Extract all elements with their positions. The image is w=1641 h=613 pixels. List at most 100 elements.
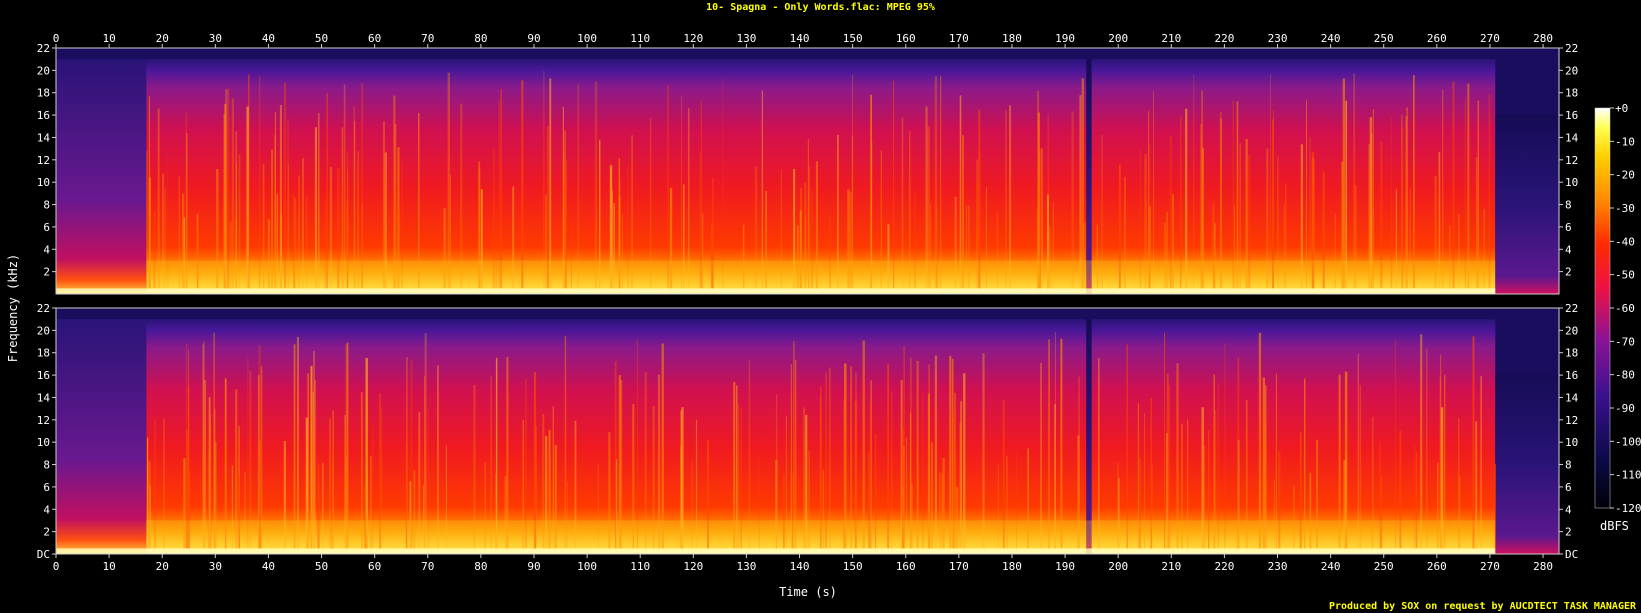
- ch1-transient-streak: [936, 206, 938, 289]
- ch1-transient-streak: [1467, 83, 1470, 289]
- ch1-transient-streak: [543, 70, 545, 289]
- x-tick-bottom-label: 250: [1374, 560, 1394, 573]
- ch2-transient-streak: [1372, 416, 1374, 549]
- colorbar-tick-label: -90: [1615, 402, 1635, 415]
- ch1-transient-streak: [341, 127, 344, 289]
- ch1-transient-streak: [223, 113, 226, 289]
- ch1-transient-streak: [925, 106, 928, 289]
- ch1-transient-streak: [1452, 81, 1455, 289]
- ch1-transient-streak: [162, 173, 165, 289]
- ch1-transient-streak: [765, 190, 767, 289]
- ch1-transient-streak: [236, 164, 237, 289]
- y-tick-right-label: 8: [1565, 459, 1572, 472]
- ch1-transient-streak: [1047, 115, 1049, 289]
- ch1-transient-streak: [1039, 148, 1041, 289]
- ch2-transient-streak: [554, 445, 557, 549]
- ch1-transient-streak: [799, 210, 802, 289]
- ch1-transient-streak: [829, 214, 831, 289]
- ch2-transient-streak: [805, 415, 808, 549]
- ch1-transient-streak: [284, 82, 286, 289]
- ch2-music-region-b: [1091, 319, 1496, 554]
- ch1-transient-streak: [1036, 209, 1039, 289]
- colorbar-tick-label: -110: [1615, 469, 1641, 482]
- ch2-intro-region: [56, 319, 147, 554]
- ch1-transient-streak: [178, 176, 180, 289]
- ch1-transient-streak: [1180, 116, 1182, 289]
- ch1-transient-streak: [329, 166, 333, 289]
- y-tick-left-label: DC: [37, 548, 50, 561]
- ch2-transient-streak: [409, 481, 412, 549]
- ch1-transient-streak: [1172, 194, 1174, 289]
- ch1-transient-streak: [343, 84, 346, 289]
- ch2-transient-streak: [903, 445, 905, 549]
- ch2-transient-streak: [345, 344, 348, 549]
- ch2-transient-streak: [791, 474, 793, 549]
- ch1-transient-streak: [353, 105, 355, 289]
- ch1-transient-streak: [811, 189, 814, 289]
- ch1-transient-streak: [565, 159, 567, 289]
- ch2-transient-streak: [901, 428, 904, 549]
- ch2-transient-streak: [737, 403, 740, 549]
- ch1-transient-streak: [754, 166, 758, 289]
- x-tick-top-label: 180: [1002, 32, 1022, 45]
- ch1-transient-streak: [1232, 100, 1234, 289]
- ch2-tail-region: [1495, 375, 1559, 554]
- ch2-transient-streak: [437, 365, 439, 549]
- y-tick-left-label: 18: [37, 87, 50, 100]
- x-tick-bottom-label: 190: [1055, 560, 1075, 573]
- ch1-transient-streak: [722, 77, 724, 289]
- x-tick-top-label: 260: [1427, 32, 1447, 45]
- ch2-transient-streak: [934, 355, 937, 549]
- ch1-transient-streak: [1380, 141, 1383, 289]
- x-tick-top-label: 0: [53, 32, 60, 45]
- x-tick-top-label: 60: [368, 32, 381, 45]
- x-tick-bottom-label: 130: [736, 560, 756, 573]
- ch2-transient-streak: [927, 393, 930, 549]
- ch1-transient-streak: [1266, 148, 1269, 289]
- ch1-transient-streak: [976, 159, 979, 289]
- ch1-transient-streak: [384, 152, 387, 289]
- ch2-transient-streak: [922, 392, 924, 549]
- ch1-transient-streak: [808, 166, 811, 289]
- ch2-transient-streak: [545, 436, 548, 549]
- ch2-transient-streak: [661, 343, 664, 549]
- ch1-transient-streak: [287, 119, 289, 289]
- ch2-transient-streak: [956, 486, 959, 549]
- ch1-transient-streak: [347, 152, 349, 289]
- ch2-transient-streak: [311, 367, 312, 549]
- ch2-transient-streak: [405, 442, 408, 549]
- ch1-music-region-b: [1091, 59, 1496, 294]
- ch1-transient-streak: [1118, 164, 1121, 289]
- ch1-transient-streak: [1234, 205, 1235, 289]
- ch1-transient-streak: [1164, 223, 1166, 289]
- ch1-transient-streak: [225, 89, 228, 289]
- ch1-transient-streak: [870, 141, 873, 289]
- ch1-transient-streak: [852, 74, 853, 289]
- ch2-transient-streak: [733, 382, 736, 549]
- ch2-transient-streak: [490, 376, 492, 549]
- ch1-transient-streak: [1483, 209, 1485, 289]
- ch2-transient-streak: [1077, 435, 1080, 549]
- ch2-transient-streak: [1344, 371, 1348, 549]
- ch1-transient-streak: [276, 193, 278, 289]
- ch2-transient-streak: [1494, 463, 1496, 549]
- ch2-transient-streak: [941, 473, 943, 549]
- ch2-transient-streak: [615, 459, 618, 549]
- ch1-transient-streak: [914, 193, 916, 289]
- ch1-transient-streak: [495, 209, 497, 289]
- y-tick-left-label: 16: [37, 109, 50, 122]
- y-tick-left-label: 10: [37, 436, 50, 449]
- ch1-music-region-a: [146, 59, 1087, 294]
- ch1-transient-streak: [815, 161, 818, 289]
- ch1-transient-streak: [216, 169, 219, 289]
- ch2-transient-streak: [238, 476, 241, 549]
- ch2-transient-streak: [790, 364, 792, 549]
- ch1-transient-streak: [978, 109, 981, 289]
- ch1-transient-streak: [314, 127, 317, 289]
- y-tick-right-label: 12: [1565, 414, 1578, 427]
- ch2-transient-streak: [825, 372, 827, 549]
- ch1-transient-streak: [1449, 225, 1451, 289]
- y-tick-left-label: 6: [43, 481, 50, 494]
- ch2-transient-streak: [855, 371, 857, 549]
